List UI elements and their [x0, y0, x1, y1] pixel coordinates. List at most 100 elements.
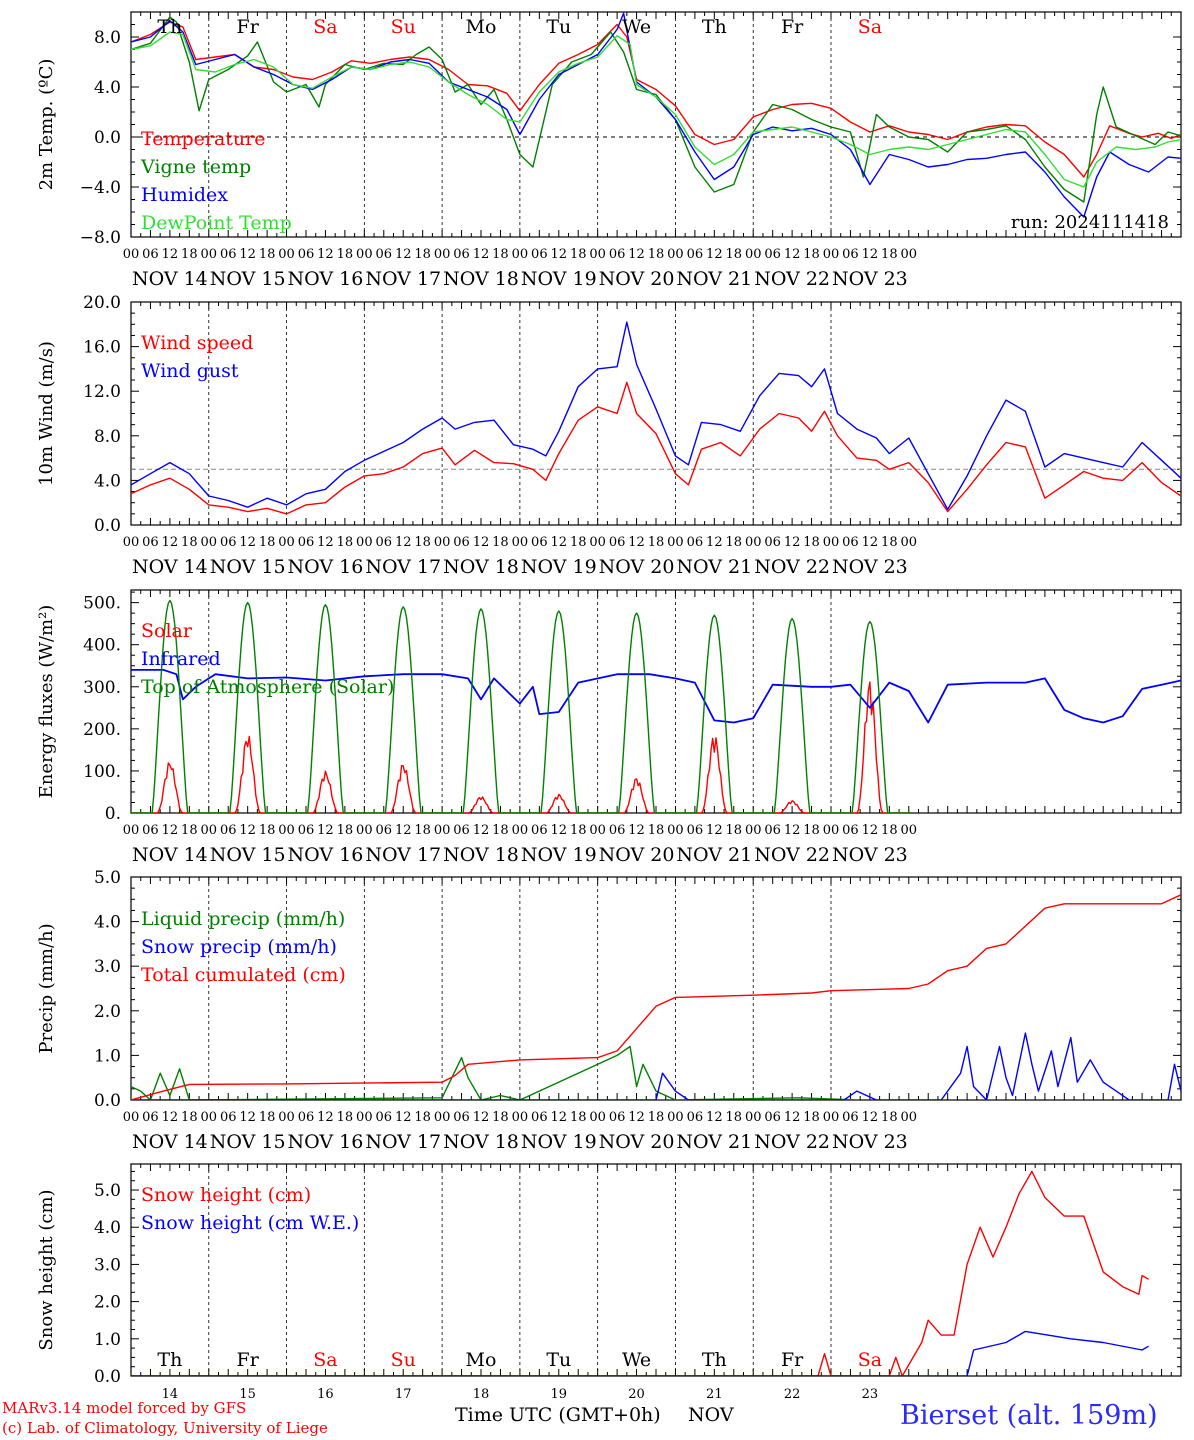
x-hour-label: 12	[162, 1110, 179, 1125]
x-hour-label: 00	[901, 823, 918, 838]
x-date-label: NOV 16	[288, 1131, 364, 1153]
x-hour-label: 00	[512, 535, 529, 550]
x-date-label: NOV 21	[676, 268, 752, 290]
x-hour-label: 12	[784, 535, 801, 550]
x-axis-label: Time UTC (GMT+0h)	[455, 1404, 661, 1426]
x-hour-label: 06	[609, 823, 626, 838]
y-tick-label: 4.0	[94, 913, 121, 933]
weekday-label: Tu	[546, 16, 571, 38]
x-hour-label: 18	[648, 823, 665, 838]
x-date-label: NOV 15	[210, 268, 286, 290]
x-hour-label: 06	[531, 1110, 548, 1125]
x-hour-label: 12	[317, 1110, 334, 1125]
x-hour-label: 18	[881, 535, 898, 550]
bottom-day-number: 17	[395, 1387, 412, 1402]
x-hour-label: 06	[220, 535, 237, 550]
weekday-label: Mo	[466, 1349, 497, 1371]
y-axis-label: Snow height (cm)	[36, 1189, 57, 1350]
y-tick-label: 0.0	[94, 516, 121, 536]
series-line-humidex	[131, 12, 1181, 218]
bottom-day-number: 22	[784, 1387, 801, 1402]
series-line-liquid-precip-mm-h-	[131, 1045, 857, 1100]
x-hour-label: 00	[434, 1110, 451, 1125]
series-group	[131, 321, 1181, 515]
series-line-total-cumulated-cm-	[131, 894, 1181, 1100]
x-hour-label: 18	[337, 1110, 354, 1125]
x-hour-label: 06	[298, 247, 315, 262]
x-hour-label: 12	[862, 535, 879, 550]
x-hour-label: 12	[395, 1110, 412, 1125]
panel-4: 0.0 1.0 2.0 3.0 4.0 5.0 Precip (mm/h) Liquid pr…	[36, 868, 1182, 1153]
x-date-label: NOV 18	[443, 1131, 519, 1153]
series-group	[131, 1170, 1149, 1376]
x-hour-label: 06	[609, 535, 626, 550]
x-hour-label: 12	[628, 535, 645, 550]
x-hour-label: 06	[376, 535, 393, 550]
panel-3: 0. 100. 200. 300. 400. 500. Energy fluxes (W/m…	[36, 589, 1182, 866]
weekday-label: Su	[391, 16, 416, 38]
x-hour-label: 06	[376, 247, 393, 262]
x-date-label: NOV 14	[132, 844, 208, 866]
x-hour-label: 18	[648, 1110, 665, 1125]
x-hour-label: 06	[764, 823, 781, 838]
legend-entry: Infrared	[141, 648, 221, 670]
y-axis-label: Energy fluxes (W/m²)	[36, 605, 57, 799]
plot-frame	[130, 589, 1182, 814]
x-date-label: NOV 15	[210, 556, 286, 578]
x-hour-label: 06	[842, 535, 859, 550]
weekday-label: Th	[157, 16, 182, 38]
weekday-label: Sa	[858, 1349, 882, 1371]
x-hour-label: 06	[453, 823, 470, 838]
x-hour-label: 18	[648, 247, 665, 262]
x-hour-label: 18	[570, 535, 587, 550]
x-date-label: NOV 20	[599, 844, 675, 866]
legend-entry: Snow height (cm)	[141, 1184, 311, 1206]
series-line-temperature	[131, 21, 1181, 178]
month-label: NOV	[688, 1404, 734, 1426]
run-label: run: 2024111418	[1011, 212, 1169, 233]
series-line-top-of-atmosphere-solar-	[131, 599, 909, 813]
x-hour-label: 18	[259, 247, 276, 262]
x-hour-label: 12	[628, 823, 645, 838]
x-date-label: NOV 20	[599, 1131, 675, 1153]
y-tick-label: 4.0	[94, 471, 121, 491]
x-hour-label: 12	[784, 1110, 801, 1125]
weekday-label: Su	[391, 1349, 416, 1371]
weekday-label: Th	[157, 1349, 182, 1371]
x-hour-label: 00	[123, 247, 140, 262]
weekday-label: Sa	[858, 16, 882, 38]
x-hour-label: 18	[803, 247, 820, 262]
x-hour-label: 06	[687, 823, 704, 838]
x-hour-label: 06	[687, 535, 704, 550]
x-hour-label: 18	[181, 823, 198, 838]
series-line-solar	[131, 681, 909, 813]
x-date-label: NOV 21	[676, 1131, 752, 1153]
y-tick-label: 300.	[83, 678, 121, 698]
x-date-label: NOV 17	[365, 268, 441, 290]
weekday-label: Mo	[466, 16, 497, 38]
x-date-label: NOV 16	[288, 844, 364, 866]
x-hour-label: 12	[395, 535, 412, 550]
weekday-label: Sa	[313, 16, 337, 38]
series-line-wind-speed	[131, 381, 1181, 515]
bottom-day-number: 16	[317, 1387, 334, 1402]
panel-2: 0.0 4.0 8.0 12.0 16.0 20.0 10m Wind (m/s) Wind …	[36, 293, 1182, 578]
x-hour-label: 00	[512, 247, 529, 262]
y-tick-label: 0.0	[94, 1091, 121, 1111]
x-hour-label: 18	[337, 823, 354, 838]
x-date-label: NOV 14	[132, 268, 208, 290]
x-date-label: NOV 22	[754, 268, 830, 290]
x-hour-label: 12	[784, 823, 801, 838]
y-tick-label: 12.0	[83, 382, 121, 402]
x-hour-label: 06	[764, 1110, 781, 1125]
weekday-label: Fr	[781, 1349, 804, 1371]
x-hour-label: 12	[317, 535, 334, 550]
x-hour-label: 06	[764, 247, 781, 262]
x-hour-label: 00	[434, 823, 451, 838]
y-tick-label: 3.0	[94, 957, 121, 977]
x-hour-label: 12	[551, 535, 568, 550]
legend-entry: Vigne temp	[140, 156, 251, 178]
x-hour-label: 00	[278, 823, 295, 838]
y-tick-label: 500.	[83, 594, 121, 614]
x-hour-label: 06	[842, 1110, 859, 1125]
